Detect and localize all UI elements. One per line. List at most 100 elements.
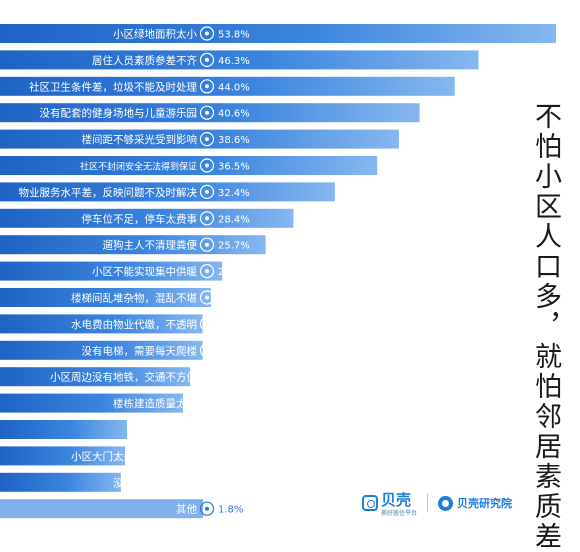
category-label-15: 社区人太多 (145, 424, 198, 437)
school-icon (199, 475, 215, 490)
building-icon (199, 396, 215, 411)
category-label-9: 小区不能实现集中供暖 (92, 265, 197, 278)
category-label-13: 小区周边没有地铁，交通不方便 (50, 371, 197, 384)
category-label-4: 楼间距不够采光受到影响 (82, 133, 198, 146)
elevator-icon (199, 343, 215, 358)
ellipsis-icon (199, 501, 215, 516)
heater-icon-dot (205, 269, 209, 274)
people-icon-dot (205, 57, 209, 62)
crowd-icon (199, 422, 215, 437)
crowd-icon-dot (205, 427, 209, 432)
school-icon-dot (205, 480, 209, 485)
bar-8 (0, 235, 266, 255)
category-label-0: 小区绿地面积太小 (113, 28, 197, 41)
meter-icon (199, 316, 215, 331)
value-label-6: 32.4% (218, 188, 250, 199)
institute-logo-icon (438, 495, 454, 511)
bar-2 (0, 76, 455, 96)
value-label-16: 12.1% (218, 452, 250, 463)
bar-18 (0, 499, 203, 519)
value-label-15: 12.3% (218, 426, 250, 437)
value-label-10: 20.4% (218, 294, 250, 305)
category-label-5: 社区不封闭安全无法得到保证 (80, 161, 197, 173)
gate-icon-dot (205, 453, 209, 458)
value-label-13: 18.4% (218, 373, 250, 384)
subway-icon-dot (205, 374, 209, 379)
bar-0 (0, 24, 556, 43)
institute-name: 贝壳研究院 (457, 497, 513, 510)
sun-icon (199, 132, 215, 147)
sun-icon-dot (205, 137, 209, 142)
bar-7 (0, 208, 294, 228)
bar-17 (0, 472, 121, 492)
value-label-5: 36.5% (218, 162, 250, 173)
wrench-icon-dot (205, 189, 209, 194)
bar-chart: 小区绿地面积太小 53.8% 居住人员素质参差不齐 46.3% 社区卫生条件差，垃圾不能… (0, 24, 556, 519)
value-label-3: 40.6% (218, 109, 250, 120)
tree-icon-dot (205, 31, 209, 36)
bars-group: 小区绿地面积太小 53.8% 居住人员素质参差不齐 46.3% 社区卫生条件差，垃圾不能… (0, 24, 556, 519)
beike-logo-icon (362, 495, 378, 511)
playground-icon (199, 105, 215, 120)
wrench-icon (199, 184, 215, 199)
bar-5 (0, 156, 378, 175)
category-label-6: 物业服务水平差，反映问题不及时解决 (19, 186, 198, 199)
car-icon (199, 211, 215, 226)
value-label-8: 25.7% (218, 241, 250, 252)
category-label-11: 水电费由物业代缴，不透明 (71, 318, 197, 331)
value-label-14: 17.7% (218, 399, 250, 410)
bar-14 (0, 393, 183, 413)
dog-icon-dot (205, 242, 209, 247)
trash-icon (199, 79, 215, 94)
value-label-7: 28.4% (218, 214, 250, 225)
tree-icon (199, 26, 215, 41)
shield-icon-dot (205, 163, 209, 168)
bar-15 (0, 420, 128, 439)
people-icon (199, 52, 215, 68)
value-label-2: 44.0% (218, 82, 250, 93)
subway-icon (199, 369, 215, 384)
brand-footer: 贝壳 美好居住平台 贝壳研究院 (362, 489, 512, 517)
shield-icon (199, 158, 215, 173)
meter-icon-dot (205, 321, 209, 326)
value-label-0: 53.8% (218, 30, 250, 41)
value-label-11: 19.6% (218, 320, 250, 331)
bar-1 (0, 50, 479, 70)
playground-icon-dot (205, 110, 209, 115)
value-label-12: 19.6% (218, 346, 250, 357)
bar-10 (0, 288, 211, 307)
bar-3 (0, 103, 420, 123)
category-label-1: 居住人员素质参差不齐 (92, 54, 197, 67)
bar-4 (0, 129, 399, 149)
bar-12 (0, 340, 203, 360)
beike-logo: 贝壳 美好居住平台 (362, 489, 417, 517)
category-label-16: 小区大门太少，进出不方便 (71, 450, 197, 463)
chart-title: 不怕小区人口多，就怕邻居素质差 (530, 102, 561, 552)
car-icon-dot (205, 216, 209, 221)
trash-icon-dot (205, 84, 209, 89)
bar-11 (0, 314, 203, 334)
category-label-14: 楼栋建造质量太差 (113, 397, 197, 410)
elevator-icon-dot (205, 348, 209, 353)
category-label-10: 楼梯间乱堆杂物，混乱不堪 (71, 292, 197, 305)
category-label-12: 没有电梯，需要每天爬楼 (82, 344, 198, 357)
category-label-8: 遛狗主人不清理粪便 (103, 239, 198, 252)
gate-icon (199, 448, 215, 463)
brand-divider (427, 494, 429, 512)
bar-6 (0, 182, 335, 202)
ellipsis-icon-dot (205, 506, 209, 511)
category-label-2: 社区卫生条件差，垃圾不能及时处理 (29, 80, 197, 93)
category-label-18: 其他 (176, 503, 197, 516)
bar-13 (0, 367, 191, 387)
category-label-3: 没有配套的健身场地与儿童游乐园 (40, 107, 198, 120)
bar-9 (0, 261, 223, 281)
value-label-18: 1.8% (218, 505, 243, 516)
bar-16 (0, 446, 126, 466)
stairs-icon (199, 290, 215, 305)
category-label-7: 停车位不足，停车太费事 (82, 212, 198, 225)
heater-icon (199, 264, 215, 279)
value-label-17: 11.7% (218, 478, 250, 489)
value-label-4: 38.6% (218, 135, 250, 146)
beike-logo-sub: 美好居住平台 (381, 510, 418, 517)
stairs-icon-dot (205, 295, 209, 300)
